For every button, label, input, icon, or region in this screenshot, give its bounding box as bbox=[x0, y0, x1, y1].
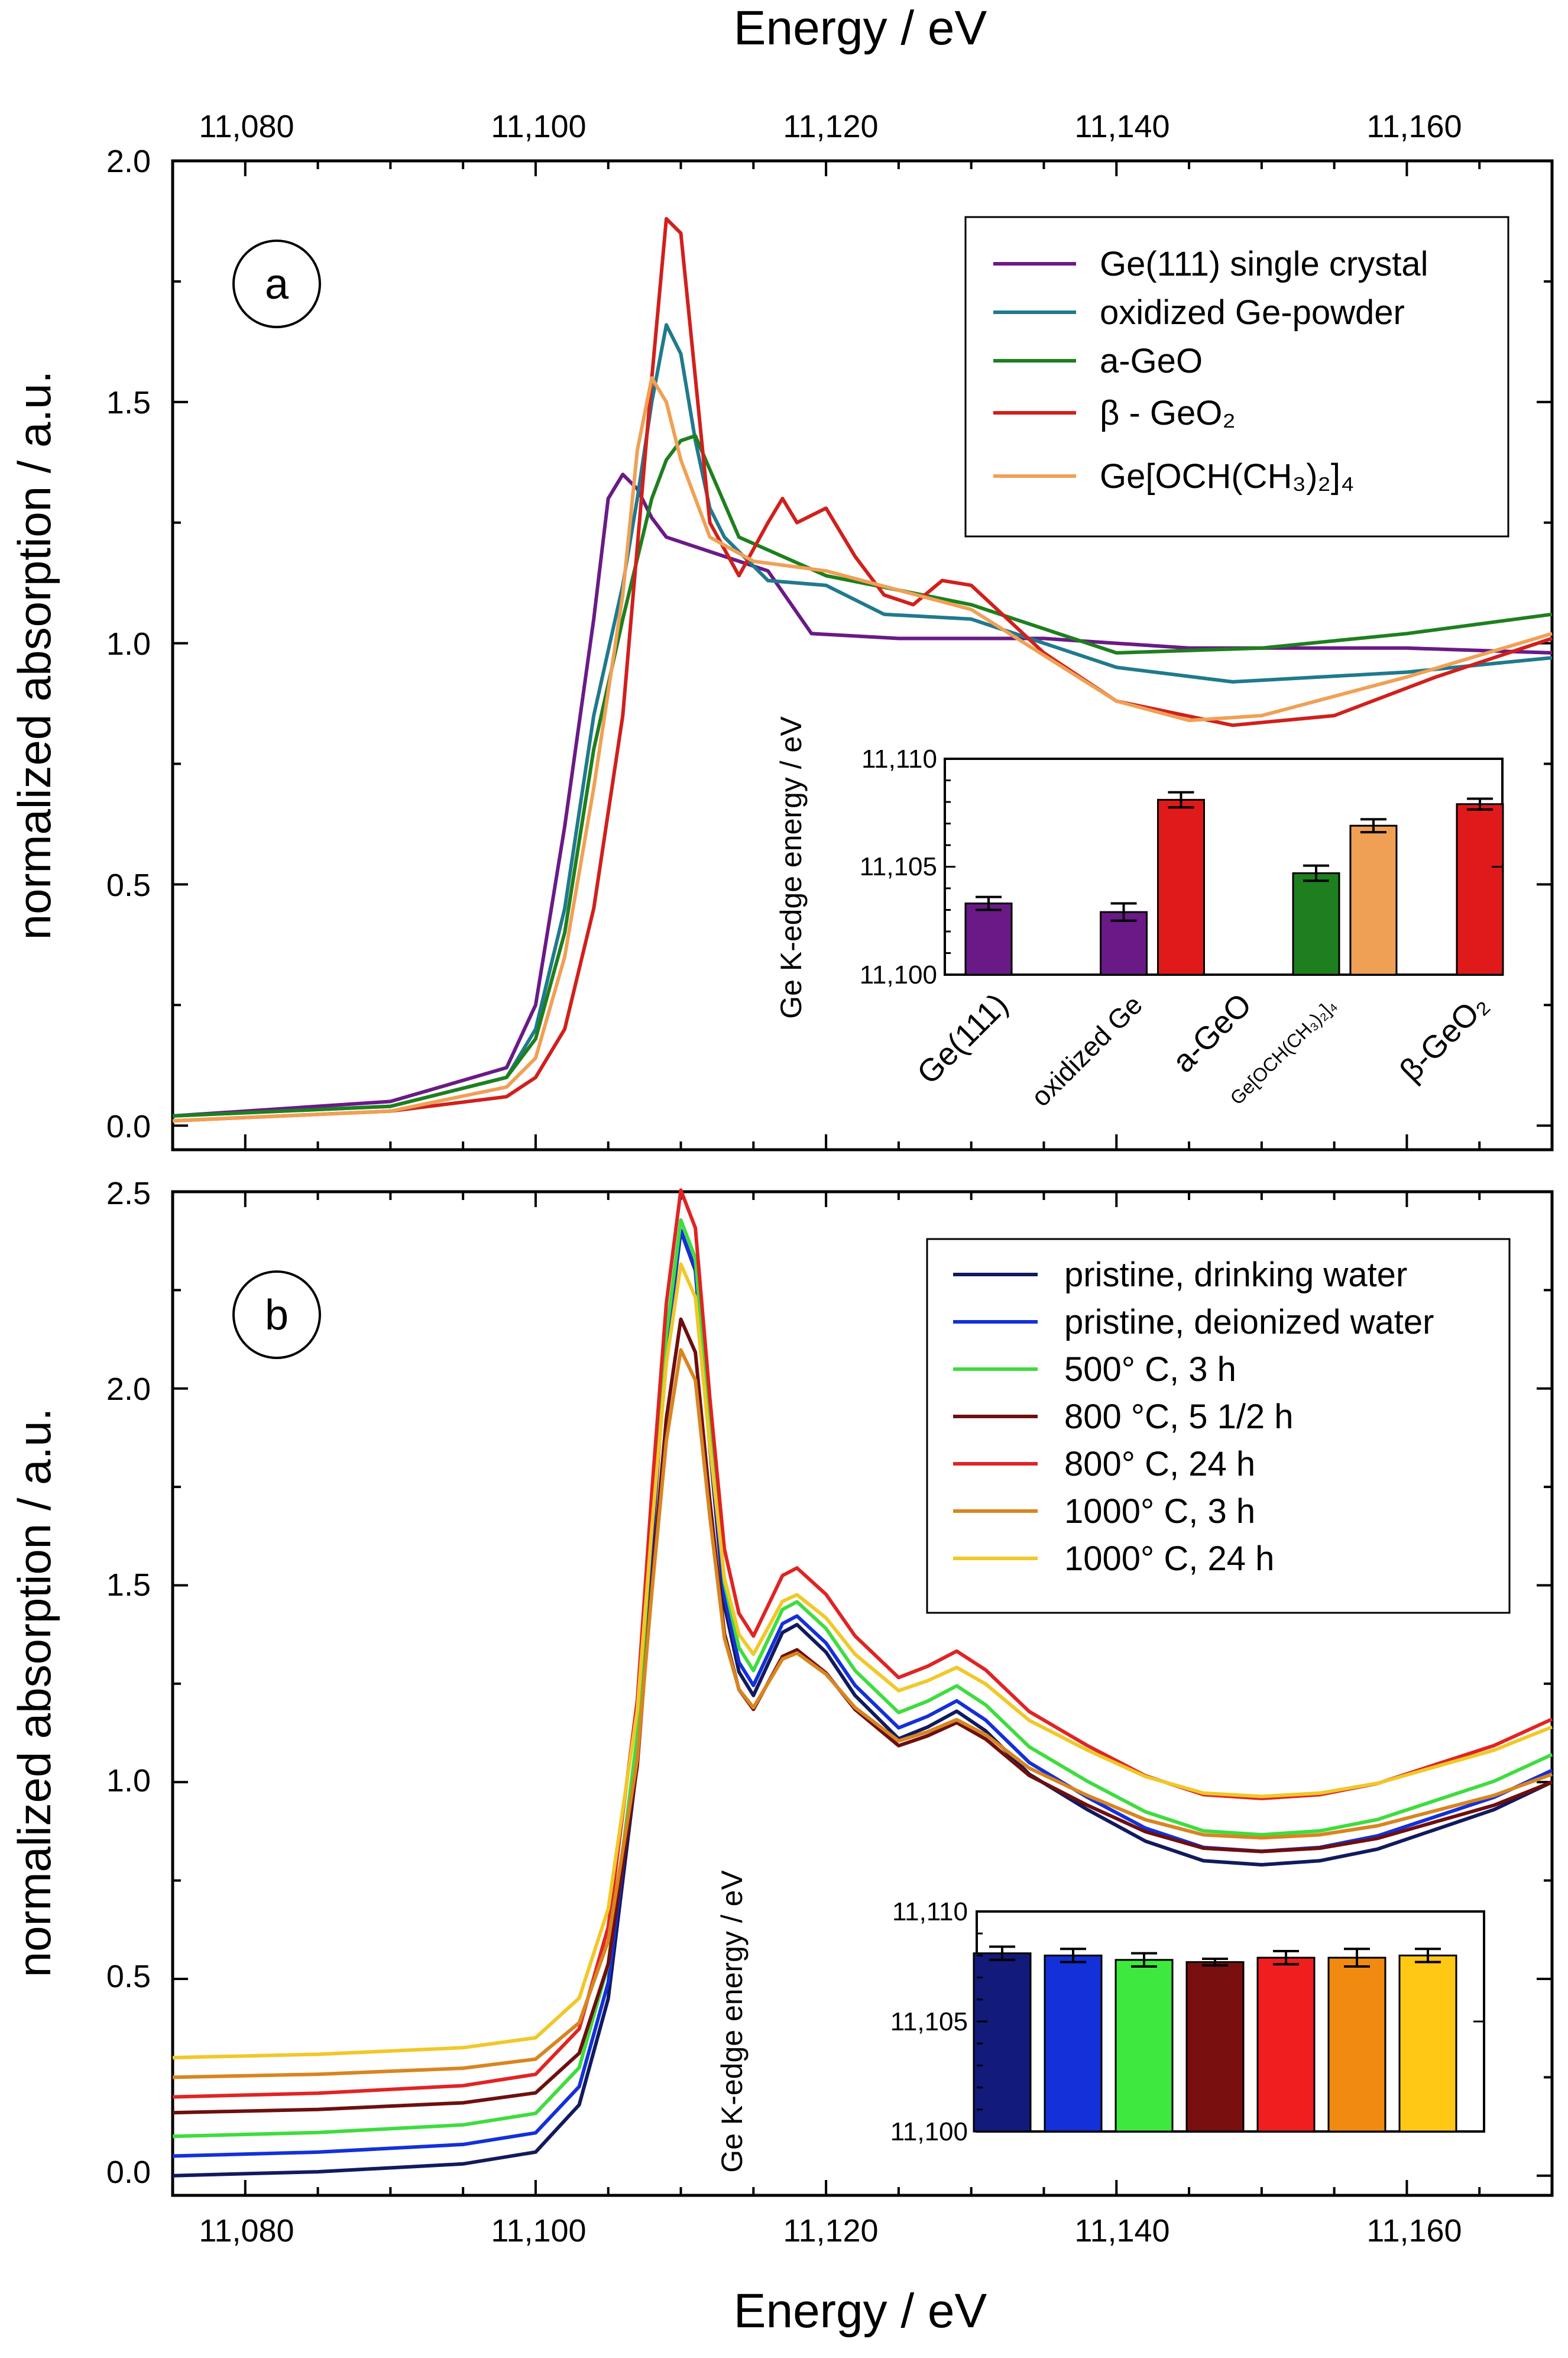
panel-b-ytick-labels: 0.0 0.5 1.0 1.5 2.0 2.5 bbox=[106, 1176, 151, 2190]
series-line-0-2 bbox=[172, 434, 1553, 1118]
panel-a-label-text: a bbox=[265, 261, 289, 308]
ytick-label: 1.0 bbox=[106, 626, 151, 662]
ytick-label: 0.5 bbox=[106, 868, 151, 903]
inset-bar bbox=[1327, 1956, 1386, 2133]
ytick-label: 2.0 bbox=[106, 1372, 151, 1407]
bottom-tick-labels: 11,080 11,100 11,120 11,140 11,160 bbox=[199, 2213, 1462, 2249]
inset-bar bbox=[1456, 803, 1504, 976]
top-tick-label: 11,100 bbox=[491, 109, 586, 144]
series-line-0-0 bbox=[172, 473, 1553, 1118]
top-tick-label: 11,080 bbox=[199, 109, 294, 144]
legend-label: 1000° C, 3 h bbox=[1064, 1492, 1255, 1531]
panel-a-ytick-labels: 0.0 0.5 1.0 1.5 2.0 bbox=[106, 144, 151, 1144]
series-line-1-6 bbox=[172, 1262, 1553, 2060]
panel-a-label: a bbox=[232, 240, 321, 328]
ytick-label: 1.0 bbox=[106, 1763, 151, 1799]
panel-a: 0.0 0.5 1.0 1.5 2.0 normalized absorptio… bbox=[8, 144, 1554, 1151]
ytick-label: 1.5 bbox=[106, 1567, 151, 1603]
inset-a-ytick-labels: 11,100 11,105 11,110 bbox=[860, 745, 937, 989]
inset-ytick-label: 11,110 bbox=[861, 745, 937, 774]
legend-label: 1000° C, 24 h bbox=[1064, 1539, 1274, 1578]
inset-a-ticks bbox=[945, 758, 1502, 976]
inset-bar bbox=[1156, 798, 1205, 976]
panel-b-label-text: b bbox=[265, 1292, 289, 1339]
panel-a-legend: Ge(111) single crystal oxidized Ge-powde… bbox=[964, 216, 1509, 538]
inset-b-ylabel: Ge K-edge energy / eV bbox=[715, 1870, 749, 2173]
bottom-tick-label: 11,160 bbox=[1366, 2213, 1462, 2249]
series-line-1-3 bbox=[172, 1317, 1553, 2115]
legend-label: Ge(111) single crystal bbox=[1100, 245, 1428, 283]
panel-a-label-circle bbox=[232, 240, 321, 328]
series-line-1-5 bbox=[172, 1348, 1553, 2079]
inset-ytick-label: 11,105 bbox=[860, 852, 937, 881]
inset-bar bbox=[1398, 1954, 1457, 2133]
panel-b: 0.0 0.5 1.0 1.5 2.0 2.5 normalized absor… bbox=[8, 1176, 1554, 2197]
series-line-0-1 bbox=[172, 323, 1553, 1118]
panel-b-label: b bbox=[232, 1270, 321, 1359]
legend-label: a-GeO bbox=[1100, 342, 1203, 380]
bottom-tick-label: 11,120 bbox=[783, 2213, 878, 2249]
legend-label: Ge[OCH(CH₃)₂]₄ bbox=[1100, 457, 1355, 496]
inset-bar bbox=[1115, 1959, 1174, 2133]
inset-b-ticks bbox=[977, 1910, 1484, 2133]
legend-label: pristine, deionized water bbox=[1064, 1303, 1434, 1341]
inset-b-bars bbox=[973, 1945, 1457, 2133]
top-tick-label: 11,120 bbox=[783, 109, 878, 144]
panel-b-frame bbox=[171, 1190, 1554, 2197]
panel-a-ticks bbox=[171, 160, 1553, 1150]
inset-a: 11,100 11,105 11,110 Ge K-edge energy / … bbox=[775, 716, 1505, 1134]
inset-ytick-label: 11,100 bbox=[890, 2117, 968, 2146]
top-axis-title: Energy / eV bbox=[734, 1, 987, 55]
top-tick-labels: 11,080 11,100 11,120 11,140 11,160 bbox=[199, 109, 1462, 144]
bottom-axis-title: Energy / eV bbox=[734, 2284, 987, 2338]
bottom-tick-label: 11,140 bbox=[1074, 2213, 1169, 2249]
top-tick-label: 11,140 bbox=[1074, 109, 1169, 144]
inset-bar bbox=[1349, 824, 1398, 976]
inset-b-ytick-labels: 11,100 11,105 11,110 bbox=[890, 1897, 968, 2146]
inset-a-bars bbox=[964, 791, 1504, 976]
legend-box bbox=[926, 1238, 1511, 1614]
legend-label: pristine, drinking water bbox=[1064, 1256, 1407, 1294]
ytick-label: 1.5 bbox=[106, 385, 151, 421]
inset-a-ylabel: Ge K-edge energy / eV bbox=[775, 716, 808, 1019]
panel-b-lines bbox=[172, 1188, 1553, 2178]
inset-bar bbox=[1292, 872, 1340, 976]
legend-label: 800 °C, 5 1/2 h bbox=[1064, 1398, 1294, 1436]
inset-ytick-label: 11,100 bbox=[860, 960, 937, 989]
inset-ytick-label: 11,110 bbox=[892, 1897, 968, 1926]
panel-b-label-circle bbox=[232, 1270, 321, 1359]
inset-bar bbox=[964, 903, 1013, 976]
ytick-label: 2.0 bbox=[106, 144, 151, 179]
inset-ytick-label: 11,105 bbox=[890, 2007, 968, 2036]
bottom-tick-label: 11,080 bbox=[199, 2213, 294, 2249]
inset-bar bbox=[1185, 1961, 1245, 2133]
top-tick-label: 11,160 bbox=[1366, 109, 1462, 144]
series-line-0-4 bbox=[172, 376, 1553, 1123]
legend-label: β - GeO₂ bbox=[1100, 394, 1236, 432]
legend-box bbox=[964, 216, 1509, 538]
panel-a-frame bbox=[171, 159, 1554, 1151]
inset-bar bbox=[973, 1952, 1032, 2133]
inset-bar bbox=[1256, 1956, 1316, 2133]
legend-label: 500° C, 3 h bbox=[1064, 1350, 1236, 1389]
panel-b-legend: pristine, drinking water pristine, deion… bbox=[926, 1238, 1511, 1614]
inset-bar bbox=[1044, 1954, 1103, 2133]
legend-label: oxidized Ge-powder bbox=[1100, 293, 1405, 332]
panel-b-ylabel: normalized absorption / a.u. bbox=[8, 1408, 60, 1978]
panel-a-lines bbox=[172, 216, 1553, 1123]
legend-label: 800° C, 24 h bbox=[1064, 1445, 1255, 1483]
ytick-label: 0.0 bbox=[106, 1109, 151, 1144]
bottom-tick-label: 11,100 bbox=[491, 2213, 586, 2249]
inset-b: 11,100 11,105 11,110 Ge K-edge energy / … bbox=[707, 1870, 1511, 2173]
ytick-label: 0.0 bbox=[106, 2155, 151, 2190]
inset-b-background bbox=[707, 1904, 1511, 2144]
ytick-label: 2.5 bbox=[106, 1176, 151, 1211]
ytick-label: 0.5 bbox=[106, 1959, 151, 1994]
panel-a-ylabel: normalized absorption / a.u. bbox=[8, 371, 60, 940]
